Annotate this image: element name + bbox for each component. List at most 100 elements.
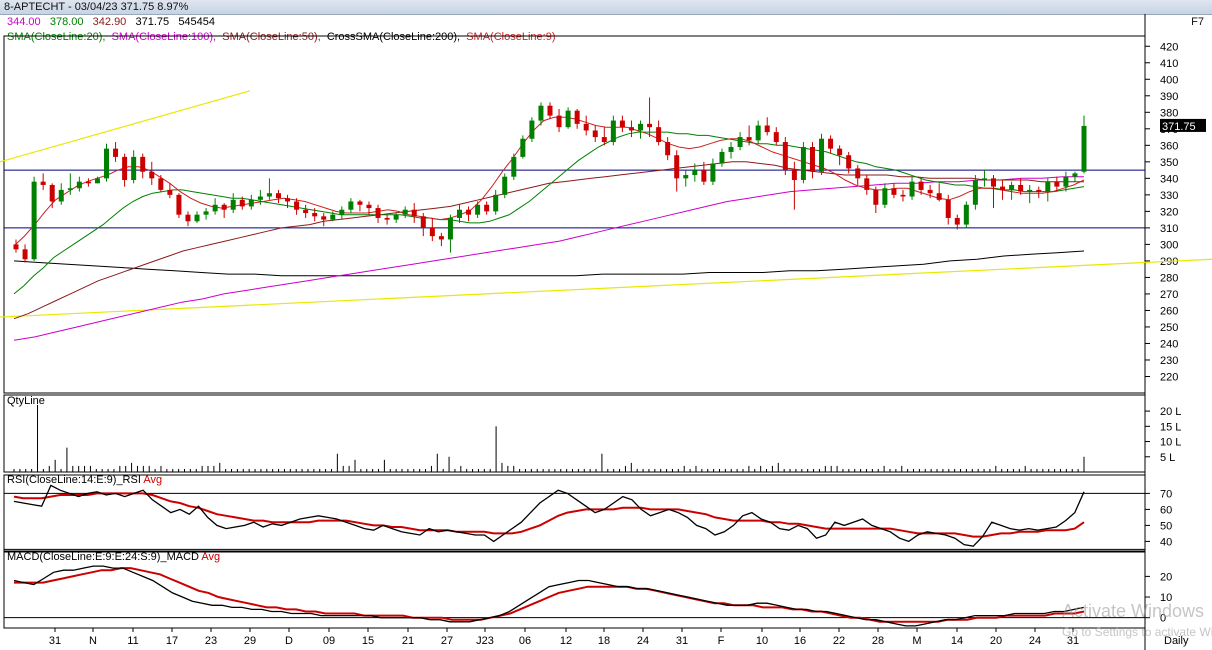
chart-title: 8-APTECHT - 03/04/23 371.75 8.97% [4,1,189,13]
candle-body-up [909,181,915,197]
candle-body-up [710,163,716,182]
x-axis-label: 23 [205,635,217,647]
volume-tick-label: 15 L [1160,421,1181,433]
macd-avg-line [14,567,1085,623]
price-tick-label: 240 [1160,338,1178,350]
candle-body-down [855,168,861,179]
candle-body-down [366,204,372,209]
yellow-trend-line [0,258,1212,318]
candle-body-up [529,120,535,139]
candle-body-down [701,170,707,182]
x-axis-label: 06 [519,635,531,647]
candle-body-up [194,214,200,222]
price-tick-label: 310 [1160,223,1178,235]
x-axis-label: 12 [560,635,572,647]
rsi-tick-label: 70 [1160,488,1172,500]
price-panel-frame [3,35,1146,394]
candle-body-down [574,110,580,124]
candle-body-up [728,146,734,152]
price-tick-label: 280 [1160,272,1178,284]
candle-body-down [484,204,490,212]
candle-body-down [321,216,327,220]
rsi-title: RSI(CloseLine:14:E:9)_RSI [7,474,141,486]
candle-body-down [674,155,680,179]
macd-panel-title: MACD(CloseLine:E:9:E:24:S:9)_MACD Avg [7,551,220,564]
x-axis-label: 18 [598,635,610,647]
candle-body-up [456,209,462,218]
candle-body-up [257,196,263,200]
qty-panel-title: QtyLine [7,395,45,407]
candle-body-down [592,130,598,138]
candle-body-down [113,148,119,157]
candle-body-up [31,181,37,260]
candle-body-up [402,209,408,215]
candle-body-up [511,156,517,177]
candle-body-down [438,236,444,240]
candle-body-up [447,217,453,240]
candle-body-down [900,194,906,197]
legend-sma100: SMA(CloseLine:100), [111,31,217,43]
candle-body-up [737,137,743,147]
candle-body-down [411,209,417,217]
legend-sma9: SMA(CloseLine:9) [466,31,556,43]
x-axis-label: 29 [244,635,256,647]
legend-sma20: SMA(CloseLine:20), [7,31,106,43]
candle-body-up [1063,176,1069,187]
price-tick-label: 360 [1160,140,1178,152]
candle-body-down [791,170,797,180]
x-axis-label: N [89,635,97,647]
price-tick-label: 220 [1160,371,1178,383]
candle-body-down [1000,186,1006,190]
x-axis-label: 11 [127,635,138,647]
candle-body-down [420,216,426,228]
candle-body-up [610,120,616,143]
candle-body-down [665,142,671,156]
candle-body-up [131,156,137,180]
candle-body-down [619,120,625,128]
candle-body-up [339,209,345,215]
x-axis-label: 31 [676,635,688,647]
x-axis-label: 16 [794,635,806,647]
candle-body-up [520,138,526,157]
x-axis-label: 14 [951,635,963,647]
rsi-tick-label: 50 [1160,520,1172,532]
x-axis-label: 31 [1067,635,1079,647]
price-tick-label: 270 [1160,289,1178,301]
candle-body-up [1081,125,1087,172]
candle-body-down [375,208,381,218]
rsi-avg-label: Avg [143,474,163,486]
x-axis-label: 21 [402,635,414,647]
candle-body-down [601,137,607,143]
candle-body-down [221,204,227,210]
price-tick-label: 250 [1160,322,1178,334]
watermark-line2: Go to Settings to activate Windows. [1062,625,1212,639]
candle-body-up [104,148,110,179]
rsi-line [13,484,1085,547]
open-value: 344.00 [7,16,41,28]
candle-body-down [945,199,951,218]
x-axis-label: 09 [323,635,335,647]
price-tick-label: 290 [1160,256,1178,268]
candle-body-down [22,249,28,260]
candle-body-down [122,156,128,180]
candle-body-down [547,105,553,116]
candle-body-down [809,146,815,172]
candle-body-up [972,180,978,205]
candle-body-up [330,214,336,220]
price-tick-label: 300 [1160,239,1178,251]
candle-body-down [837,148,843,156]
candle-body-down [628,127,634,131]
price-tick-label: 260 [1160,305,1178,317]
candle-body-up [1009,184,1015,190]
macd-tick-label: 20 [1160,571,1172,583]
candle-body-down [954,217,960,225]
x-axis-label: 15 [362,635,374,647]
candle-body-up [212,204,218,212]
candle-body-down [556,115,562,128]
macd-avg-label: Avg [201,551,221,563]
candle-body-up [58,189,64,202]
candle-body-down [936,193,942,200]
watermark-line1: Activate Windows [1062,601,1205,621]
candle-body-up [502,176,508,195]
